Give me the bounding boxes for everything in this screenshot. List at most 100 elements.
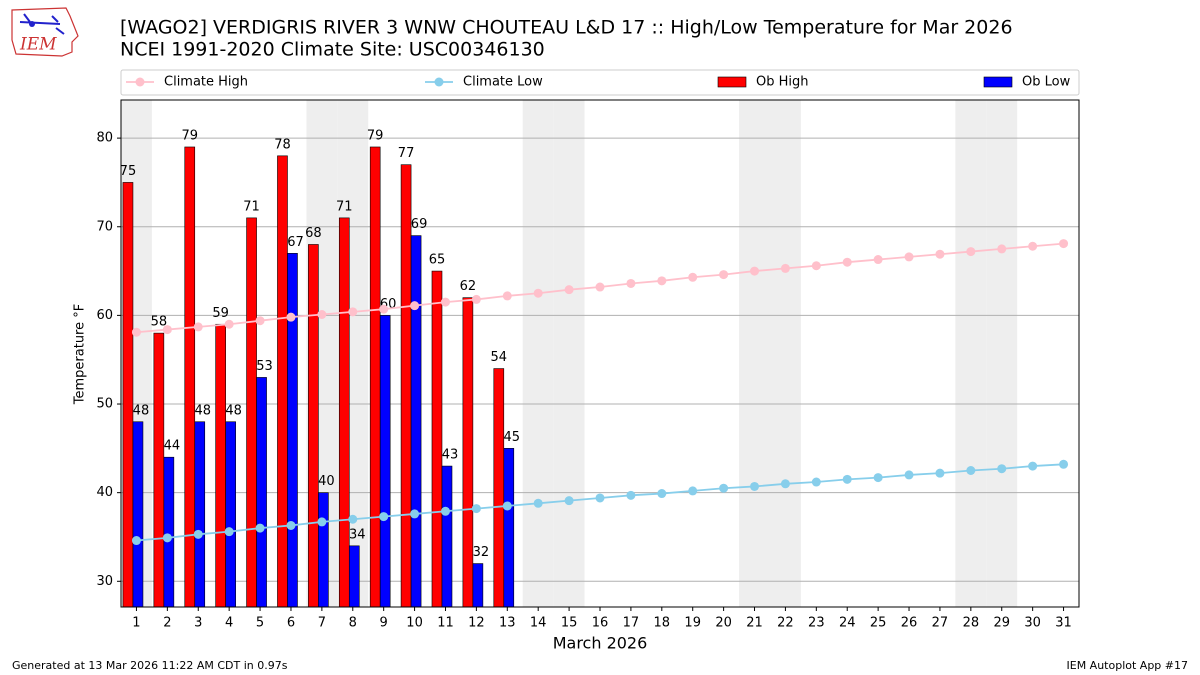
data-label: 78 [274,137,291,152]
marker [502,291,512,301]
marker [348,307,358,317]
marker [286,312,296,322]
marker [935,468,945,478]
x-tick-label: 1 [132,616,140,631]
data-label: 48 [133,403,150,418]
x-tick-label: 28 [963,616,980,631]
marker [780,263,790,273]
bar [132,421,144,608]
bar [277,155,288,608]
logo-icon [19,13,65,35]
x-tick-label: 19 [684,616,701,631]
highlight-band [955,100,987,607]
data-label: 71 [243,199,260,214]
bar [379,315,391,608]
data-label: 62 [460,279,477,294]
data-label: 45 [504,430,521,445]
bar [246,217,257,608]
marker [873,255,883,265]
chart-title: [WAGO2] VERDIGRIS RIVER 3 WNW CHOUTEAU L… [120,17,1013,39]
marker [657,276,667,286]
marker [966,247,976,257]
x-tick-label: 3 [194,616,202,631]
y-tick-label: 50 [96,397,113,412]
marker [719,270,729,280]
bar [472,563,484,608]
marker [317,310,327,319]
marker [997,464,1007,474]
chart-subtitle: NCEI 1991-2020 Climate Site: USC00346130 [120,39,545,61]
data-label: 48 [194,403,211,418]
x-axis-label: March 2026 [553,634,648,653]
marker [1028,241,1038,251]
marker [379,304,389,314]
y-tick-label: 40 [96,485,113,500]
marker [904,470,914,480]
x-tick-label: 4 [225,616,233,631]
bar [153,332,165,608]
marker [502,501,512,511]
marker [1059,459,1069,469]
x-tick-label: 14 [530,616,547,631]
bar [369,146,381,608]
bar [256,377,267,608]
marker [193,529,203,539]
marker [162,533,172,543]
bar [308,244,319,608]
data-label: 67 [287,235,304,250]
legend-swatch [983,76,1013,88]
marker [533,288,543,298]
marker [1028,461,1038,471]
bar [338,217,350,608]
bar [462,297,474,608]
y-tick-label: 60 [96,308,113,323]
marker [966,466,976,475]
marker [688,486,698,496]
highlight-band [739,100,770,607]
data-label: 34 [349,527,366,542]
legend-label: Climate High [164,75,248,90]
legend-box [120,69,1080,96]
marker [471,504,481,514]
x-tick-label: 12 [468,616,485,631]
x-tick-label: 20 [715,616,732,631]
data-label: 79 [181,128,198,143]
x-tick-label: 7 [318,616,326,631]
bar [163,456,175,608]
data-label: 69 [411,217,428,232]
marker [811,477,821,487]
marker [379,512,389,522]
bar [431,270,443,608]
x-tick-label: 15 [561,616,578,631]
data-label: 65 [429,253,446,268]
footer-right: IEM Autoplot App #17 [1067,659,1189,672]
marker [131,536,141,546]
data-label: 77 [398,146,415,161]
highlight-band [769,100,801,607]
marker [440,506,450,516]
bar [122,182,134,608]
marker [471,294,481,304]
bar [400,164,412,608]
marker [410,509,420,519]
x-tick-label: 6 [287,616,295,631]
marker [162,325,172,335]
data-label: 58 [151,315,168,330]
marker [688,272,698,282]
data-label: 43 [442,448,459,463]
bar [410,235,422,608]
x-tick-label: 18 [654,616,671,631]
legend-label: Ob High [756,75,809,90]
marker [719,483,729,493]
data-label: 59 [212,306,229,321]
marker [595,282,605,292]
logo-outline [11,7,79,57]
x-tick-label: 27 [932,616,949,631]
bar [225,421,236,608]
logo: IEM [11,7,79,57]
legend-marker [135,77,145,87]
y-tick-label: 70 [96,219,113,234]
x-tick-label: 30 [1024,616,1041,631]
x-tick-label: 31 [1055,616,1072,631]
marker [935,249,945,259]
